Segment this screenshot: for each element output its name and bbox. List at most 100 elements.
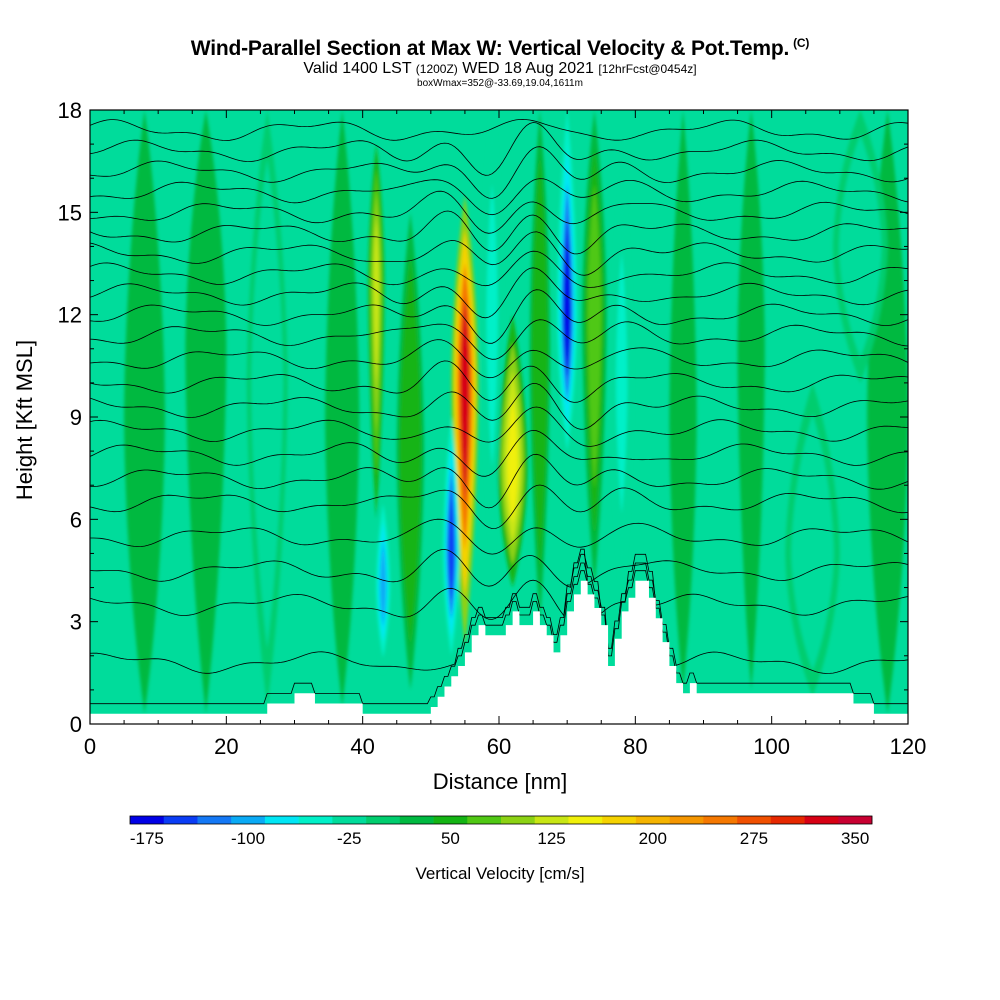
isentrope-19 [90, 178, 908, 216]
isentrope-20 [90, 146, 908, 199]
terrain [90, 580, 908, 724]
w-feature-15 [737, 110, 765, 690]
isentrope-8 [90, 406, 908, 447]
x-tick-label: 20 [214, 734, 238, 759]
isentrope-15 [90, 250, 908, 288]
colorbar-tick-label: 200 [639, 829, 667, 848]
isentrope-4 [90, 518, 908, 555]
w-band [336, 275, 349, 551]
y-tick-label: 15 [58, 200, 82, 225]
w-feature-14 [785, 382, 840, 697]
w-band [507, 397, 518, 524]
valid-date: WED 18 Aug 2021 [462, 60, 594, 77]
colorbar-swatch [130, 816, 165, 824]
colorbar-swatch [770, 816, 805, 824]
x-tick-label: 60 [487, 734, 511, 759]
isentrope-0 [90, 570, 908, 705]
y-tick-label: 3 [70, 610, 82, 635]
w-band [260, 257, 275, 532]
copyright-mark: (C) [793, 36, 810, 50]
w-feature-3 [497, 314, 528, 588]
w-band [678, 275, 688, 543]
colorbar-swatch [501, 816, 536, 824]
colorbar-frame [129, 815, 873, 825]
colorbar-swatch [264, 816, 299, 824]
colorbar-tick-label: -25 [337, 829, 362, 848]
chart-subtitle: Valid 1400 LST (1200Z) WED 18 Aug 2021 [… [0, 60, 1000, 78]
colorbar-swatch [433, 816, 468, 824]
colorbar-swatch [163, 816, 198, 824]
x-axis-label: Distance [nm] [432, 769, 568, 794]
isentrope-22 [90, 118, 908, 141]
isentrope-21 [90, 122, 908, 176]
x-tick-label: 0 [84, 734, 96, 759]
colorbar-tick-label: -100 [231, 829, 265, 848]
box-max-info: boxWmax=352@-33.69,19.04,1611m [417, 78, 583, 89]
forecast-info: [12hrFcst@0454z] [598, 62, 697, 76]
w-band [373, 217, 380, 391]
colorbar-swatch [231, 816, 266, 824]
isentrope-10 [90, 360, 908, 403]
colorbar-swatch [838, 816, 873, 824]
isentrope-17 [90, 210, 908, 255]
isentrope-16 [90, 231, 908, 276]
colorbar-swatch [399, 816, 434, 824]
colorbar-swatch [568, 816, 603, 824]
w-band [448, 490, 455, 601]
colorbar-swatch [602, 816, 637, 824]
w-band [198, 238, 213, 517]
w-band [536, 238, 544, 475]
isentrope-3 [90, 548, 908, 588]
chart-title: Wind-Parallel Section at Max W: Vertical… [0, 36, 1000, 61]
w-feature-13 [246, 110, 288, 707]
isentrope-9 [90, 382, 908, 430]
colorbar-swatch [669, 816, 704, 824]
w-band [746, 238, 756, 506]
colorbar-tick-label: 350 [841, 829, 869, 848]
colorbar-tick-label: 275 [740, 829, 768, 848]
colorbar-swatch [298, 816, 333, 824]
w-band [380, 540, 387, 627]
utc-time: (1200Z) [415, 62, 458, 76]
colorbar-swatch [635, 816, 670, 824]
colorbar-tick-label: 125 [537, 829, 565, 848]
y-tick-label: 6 [70, 507, 82, 532]
isentrope-2 [90, 553, 908, 620]
y-tick-label: 9 [70, 405, 82, 430]
w-band [803, 474, 822, 620]
colorbar-tick-label: 50 [441, 829, 460, 848]
colorbar-swatch [534, 816, 569, 824]
colorbar-swatch [197, 816, 232, 824]
isentrope-11 [90, 339, 908, 379]
isentrope-12 [90, 319, 908, 360]
x-tick-label: 40 [350, 734, 374, 759]
isentrope-7 [90, 429, 908, 477]
x-tick-label: 80 [623, 734, 647, 759]
colorbar-swatch [467, 816, 502, 824]
w-feature-11 [669, 110, 697, 690]
colorbar: -175 -100 -25 50 125 200 275 350 [129, 815, 873, 848]
isentrope-13 [90, 289, 908, 344]
y-axis-label: Height [Kft MSL] [12, 339, 37, 501]
w-feature-17 [185, 110, 227, 714]
colorbar-tick-label: -175 [130, 829, 164, 848]
w-band [405, 341, 416, 561]
w-feature-9 [582, 110, 607, 588]
colorbar-swatch [737, 816, 772, 824]
colorbar-swatch [332, 816, 367, 824]
y-tick-label: 0 [70, 712, 82, 737]
isentrope-18 [90, 190, 908, 234]
title-text: Wind-Parallel Section at Max W: Vertical… [190, 37, 790, 60]
w-band [137, 275, 152, 554]
y-tick-label: 18 [58, 98, 82, 123]
w-band [488, 220, 496, 425]
isentrope-14 [90, 267, 908, 319]
isentrope-1 [90, 562, 908, 674]
w-band [880, 275, 895, 554]
y-tick-label: 12 [58, 303, 82, 328]
w-feature-6 [396, 212, 425, 690]
colorbar-label: Vertical Velocity [cm/s] [415, 864, 585, 883]
w-band [460, 296, 470, 504]
w-feature-5 [374, 485, 392, 673]
colorbar-swatch [366, 816, 401, 824]
